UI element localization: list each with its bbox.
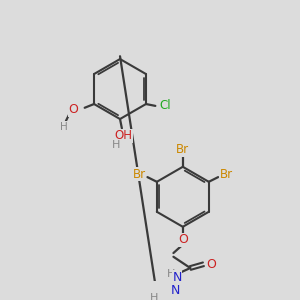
Text: O: O xyxy=(178,233,188,246)
Text: Br: Br xyxy=(176,143,189,156)
Text: H: H xyxy=(167,268,176,279)
Text: N: N xyxy=(172,271,182,284)
Text: Br: Br xyxy=(220,168,233,181)
Text: Br: Br xyxy=(133,168,146,181)
Text: N: N xyxy=(171,284,180,297)
Text: O: O xyxy=(206,258,216,271)
Text: O: O xyxy=(68,103,78,116)
Text: H: H xyxy=(150,293,158,300)
Text: H: H xyxy=(60,122,68,131)
Text: OH: OH xyxy=(115,129,133,142)
Text: Cl: Cl xyxy=(159,99,170,112)
Text: H: H xyxy=(112,140,121,150)
